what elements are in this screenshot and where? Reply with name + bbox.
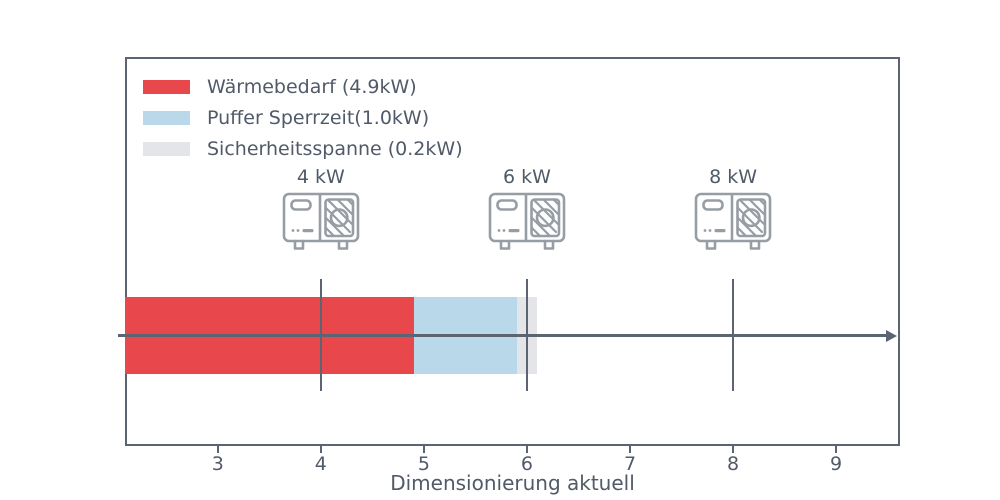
x-tick-mark	[422, 446, 425, 453]
x-tick-mark	[628, 446, 631, 453]
pump-size-label-6kw: 6 kW	[502, 166, 551, 188]
legend-label-sicherheitsspanne: Sicherheitsspanne (0.2kW)	[207, 137, 463, 160]
legend-item-waermebedarf: Wärmebedarf (4.9kW)	[143, 75, 463, 98]
x-tick-mark	[835, 446, 838, 453]
legend-swatch-sicherheitsspanne	[143, 142, 190, 156]
pump-marker-line-4kw	[319, 279, 322, 391]
x-tick-label: 8	[726, 453, 740, 475]
x-tick-mark	[216, 446, 219, 453]
pump-marker-line-8kw	[731, 279, 735, 391]
x-axis-label: Dimensionierung aktuell	[390, 471, 635, 495]
legend: Wärmebedarf (4.9kW) Puffer Sperrzeit(1.0…	[143, 75, 463, 173]
legend-label-puffer-sperrzeit: Puffer Sperrzeit(1.0kW)	[207, 106, 430, 129]
x-tick-mark	[732, 446, 735, 453]
pump-marker-line-6kw	[525, 279, 529, 391]
legend-item-puffer-sperrzeit: Puffer Sperrzeit(1.0kW)	[143, 106, 463, 129]
pump-size-label-4kw: 4 kW	[296, 166, 345, 188]
x-tick-mark	[525, 446, 528, 453]
x-tick-label: 3	[211, 453, 224, 475]
x-tick-mark	[319, 446, 322, 453]
x-tick-label: 4	[314, 453, 327, 475]
legend-label-waermebedarf: Wärmebedarf (4.9kW)	[207, 75, 417, 98]
x-tick-label: 9	[830, 453, 843, 475]
plot-area	[125, 57, 900, 446]
legend-swatch-puffer-sperrzeit	[143, 111, 190, 125]
horizontal-axis-line	[118, 334, 888, 337]
legend-item-sicherheitsspanne: Sicherheitsspanne (0.2kW)	[143, 137, 463, 160]
heat-pump-icon	[488, 192, 566, 254]
x-tick-label: 6	[520, 453, 533, 475]
pump-size-label-8kw: 8 kW	[709, 166, 757, 188]
heat-pump-icon	[694, 192, 772, 254]
legend-swatch-waermebedarf	[143, 80, 190, 94]
x-tick-label: 5	[417, 453, 430, 475]
heat-pump-icon	[282, 192, 360, 254]
axis-arrowhead-icon	[886, 329, 897, 342]
x-tick-label: 7	[623, 453, 637, 475]
